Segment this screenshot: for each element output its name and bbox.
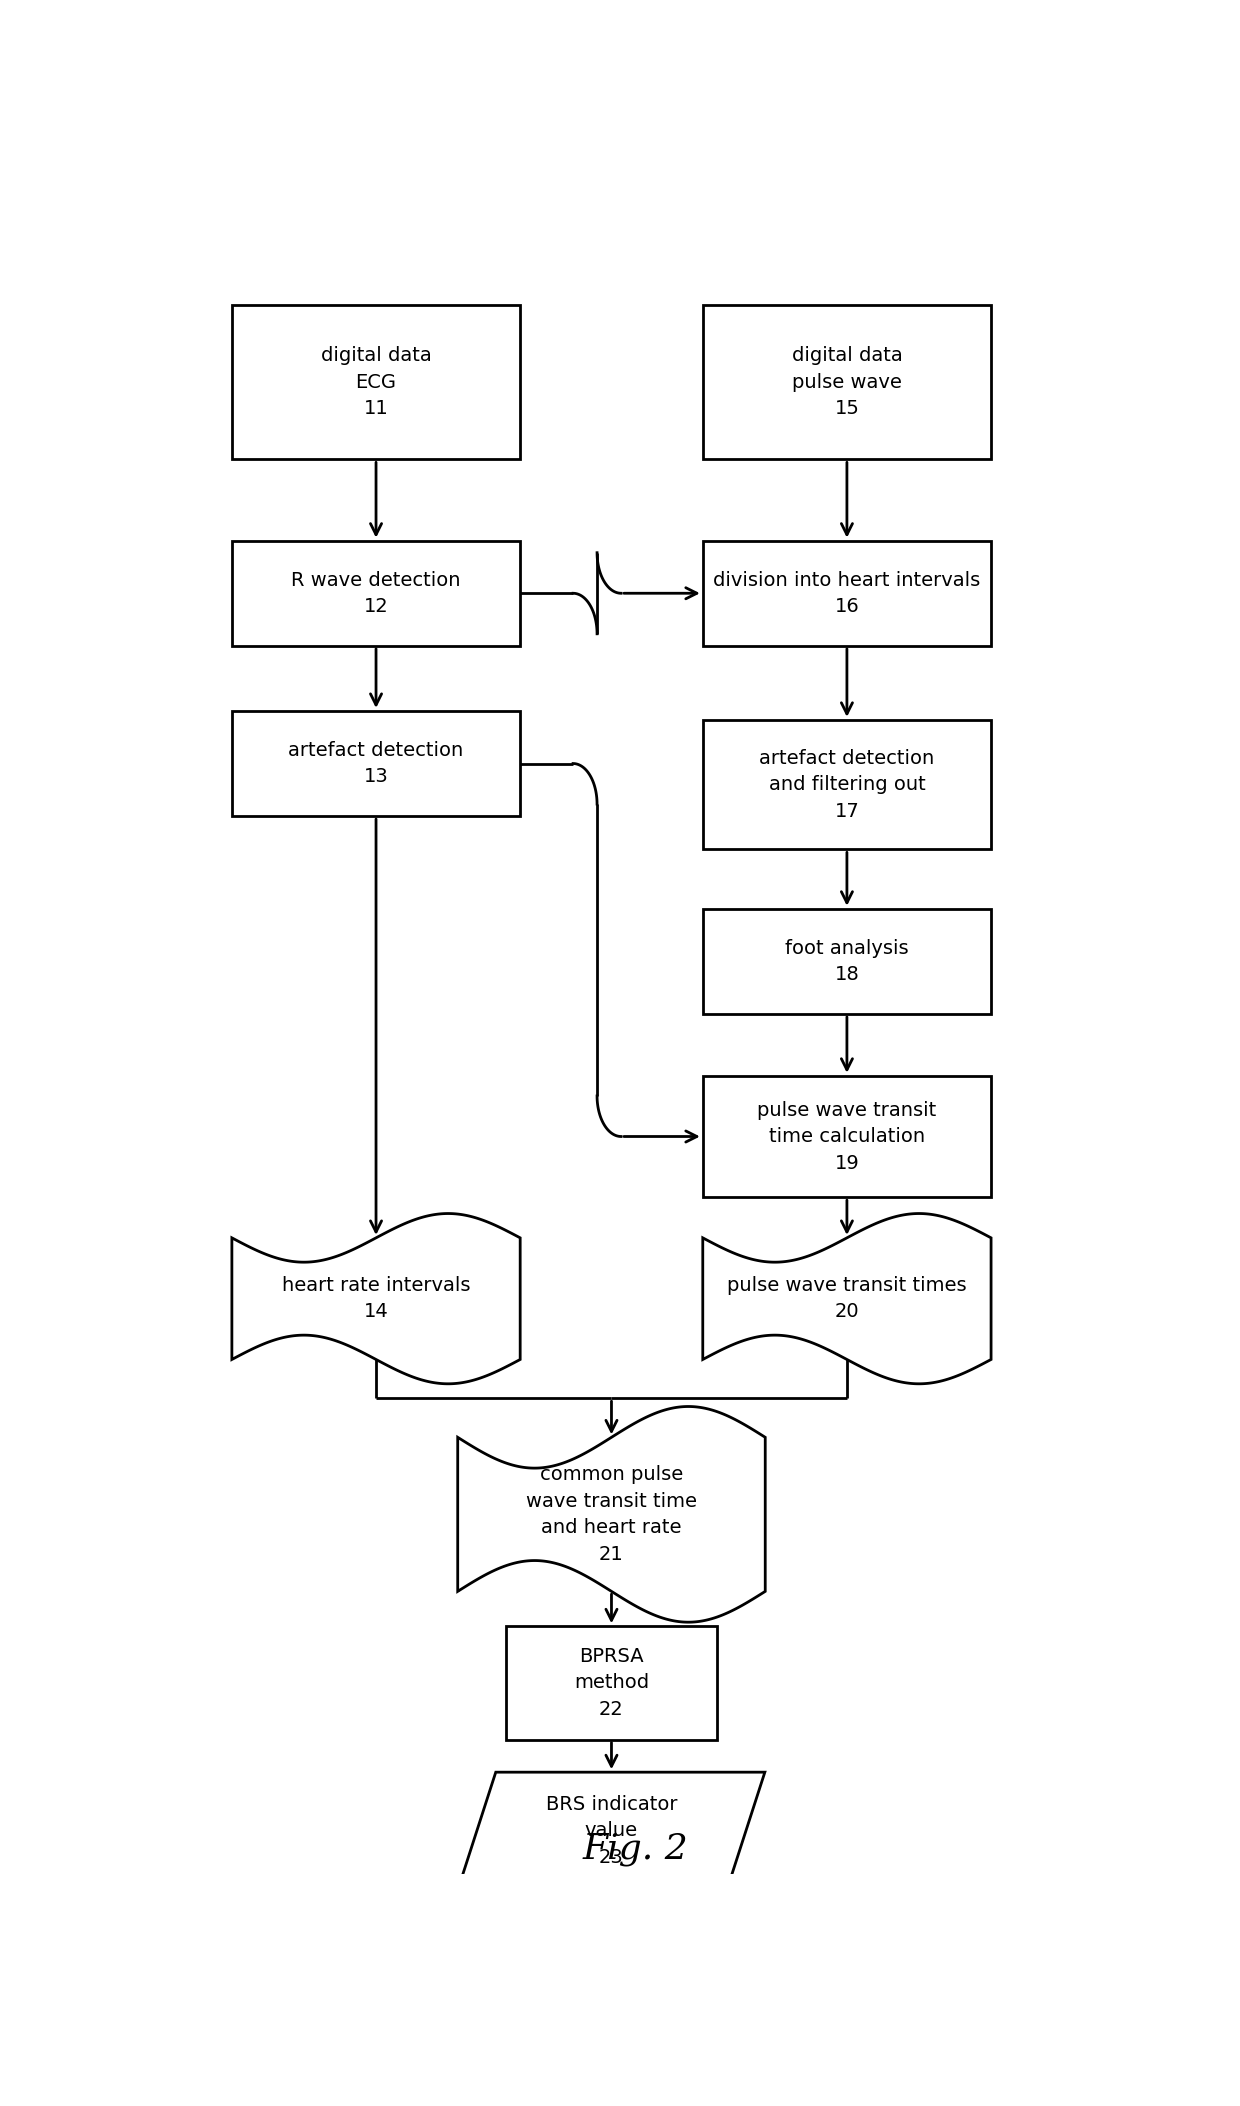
FancyBboxPatch shape: [703, 541, 991, 647]
Text: BRS indicator
value
23: BRS indicator value 23: [546, 1794, 677, 1866]
Text: common pulse
wave transit time
and heart rate
21: common pulse wave transit time and heart…: [526, 1466, 697, 1563]
Text: artefact detection
13: artefact detection 13: [289, 741, 464, 786]
Polygon shape: [232, 1213, 521, 1384]
Text: digital data
pulse wave
15: digital data pulse wave 15: [791, 347, 903, 419]
FancyBboxPatch shape: [232, 712, 521, 817]
Text: division into heart intervals
16: division into heart intervals 16: [713, 571, 981, 617]
Text: BPRSA
method
22: BPRSA method 22: [574, 1647, 649, 1718]
Text: heart rate intervals
14: heart rate intervals 14: [281, 1276, 470, 1320]
Text: Fig. 2: Fig. 2: [583, 1832, 688, 1866]
FancyBboxPatch shape: [232, 305, 521, 459]
FancyBboxPatch shape: [703, 305, 991, 459]
Text: pulse wave transit times
20: pulse wave transit times 20: [727, 1276, 967, 1320]
Polygon shape: [458, 1407, 765, 1622]
FancyBboxPatch shape: [703, 1076, 991, 1198]
Polygon shape: [458, 1771, 765, 1889]
FancyBboxPatch shape: [506, 1626, 717, 1740]
FancyBboxPatch shape: [703, 908, 991, 1015]
Text: R wave detection
12: R wave detection 12: [291, 571, 461, 617]
Text: artefact detection
and filtering out
17: artefact detection and filtering out 17: [759, 748, 935, 821]
Polygon shape: [703, 1213, 991, 1384]
Text: digital data
ECG
11: digital data ECG 11: [321, 347, 432, 419]
FancyBboxPatch shape: [703, 720, 991, 849]
Text: pulse wave transit
time calculation
19: pulse wave transit time calculation 19: [758, 1101, 936, 1173]
FancyBboxPatch shape: [232, 541, 521, 647]
Text: foot analysis
18: foot analysis 18: [785, 939, 909, 984]
